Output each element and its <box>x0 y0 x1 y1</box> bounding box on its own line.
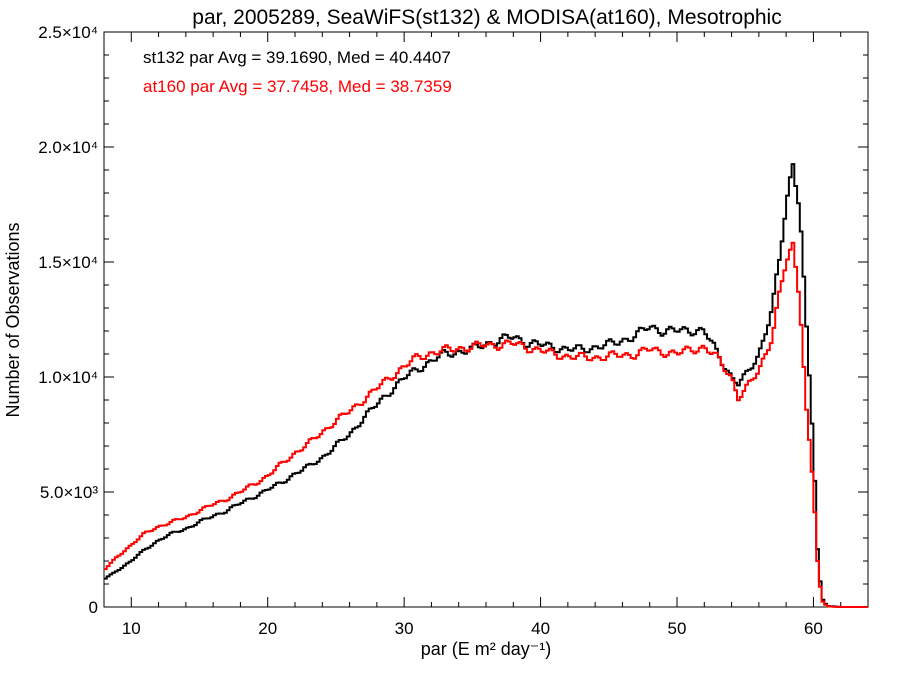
x-tick-label: 60 <box>804 619 823 638</box>
x-axis-label: par (E m² day⁻¹) <box>421 639 552 659</box>
y-tick-label: 0 <box>89 598 98 617</box>
x-tick-labels: 10 20 30 40 50 60 <box>122 619 823 638</box>
y-tick-label: 2.0×10⁴ <box>38 138 98 157</box>
plot-frame <box>103 31 869 608</box>
y-tick-label: 2.5×10⁴ <box>38 23 98 42</box>
series-line-1 <box>104 241 868 608</box>
y-tick-label: 1.5×10⁴ <box>38 253 98 272</box>
x-tick-label: 10 <box>122 619 141 638</box>
annotation-at160: at160 par Avg = 37.7458, Med = 38.7359 <box>143 77 452 96</box>
x-tick-label: 30 <box>395 619 414 638</box>
y-tick-label: 1.0×10⁴ <box>38 368 98 387</box>
series-line-0 <box>104 163 868 608</box>
annotation-st132: st132 par Avg = 39.1690, Med = 40.4407 <box>143 48 451 67</box>
x-tick-label: 20 <box>258 619 277 638</box>
y-tick-label: 5.0×10³ <box>40 483 98 502</box>
y-tick-labels: 0 5.0×10³ 1.0×10⁴ 1.5×10⁴ 2.0×10⁴ 2.5×10⁴ <box>38 23 98 617</box>
series-layer <box>104 163 868 608</box>
x-tick-label: 50 <box>668 619 687 638</box>
x-tick-label: 40 <box>531 619 550 638</box>
y-axis-label: Number of Observations <box>3 222 23 417</box>
axis-ticks <box>104 31 869 608</box>
chart-title: par, 2005289, SeaWiFS(st132) & MODISA(at… <box>192 6 781 29</box>
